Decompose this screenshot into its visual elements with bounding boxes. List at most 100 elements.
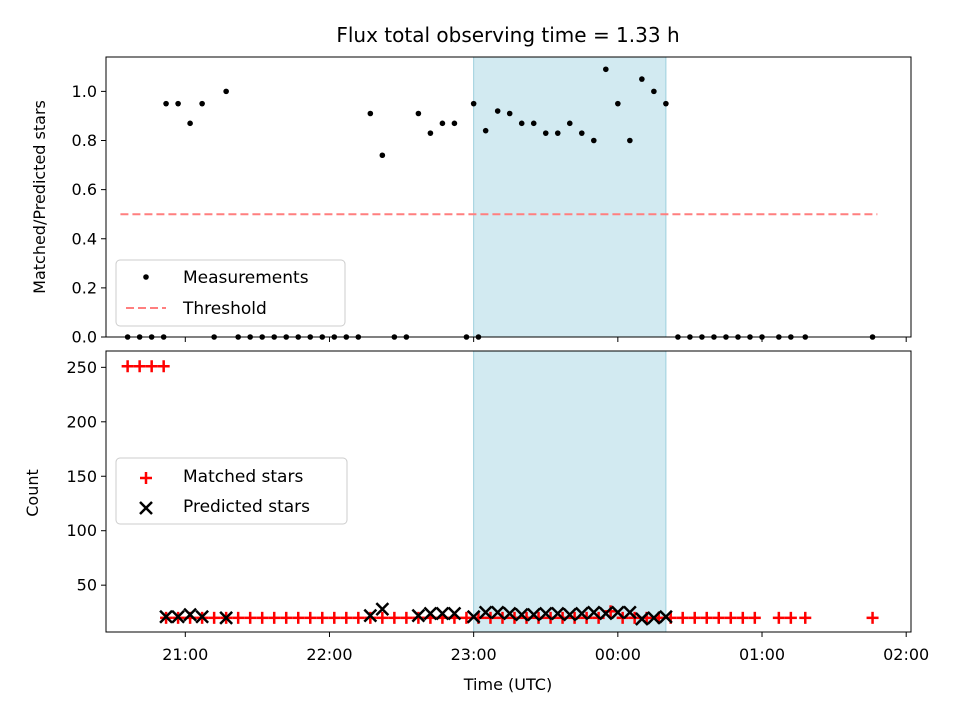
legend-matched-label: Matched stars: [183, 467, 303, 487]
predicted-star-marker: [586, 605, 601, 620]
matched-star-marker: [145, 360, 158, 373]
matched-star-marker: [304, 611, 317, 624]
bottom-panel: 50 100 150 200 250 21:00 22:00 23:00 00:00 01:00…: [23, 350, 929, 694]
top-ytick-label: 0.8: [72, 131, 97, 150]
matched-star-marker: [688, 611, 701, 624]
matched-star-marker: [784, 611, 797, 624]
measurement-point: [187, 120, 193, 127]
legend-measurements-marker: [143, 274, 149, 280]
matched-star-marker: [460, 611, 473, 624]
measurement-point: [518, 120, 525, 127]
measurement-point: [651, 88, 657, 95]
measurement-point: [615, 100, 621, 107]
measurement-point: [603, 66, 609, 73]
predicted-star-marker: [411, 608, 426, 623]
predicted-star-marker: [526, 607, 541, 622]
measurement-point: [663, 100, 669, 107]
measurement-point: [494, 108, 501, 114]
measurement-point: [379, 152, 386, 159]
measurement-point: [367, 110, 374, 117]
matched-star-marker: [772, 611, 785, 624]
top-panel-shade: [473, 56, 667, 338]
top-ytick-label: 1.0: [72, 82, 97, 101]
matched-star-marker: [328, 611, 341, 624]
bottom-ytick-label: 50: [77, 576, 97, 595]
bottom-ytick-label: 150: [66, 467, 97, 486]
matched-star-marker: [352, 611, 365, 624]
legend-predicted-marker: [139, 501, 153, 515]
predicted-star-marker: [435, 606, 450, 621]
measurement-point: [451, 120, 458, 127]
measurement-point: [482, 127, 489, 134]
matched-star-marker: [292, 611, 305, 624]
predicted-star-marker: [423, 606, 438, 621]
predicted-star-marker: [514, 607, 529, 622]
matched-star-marker: [712, 611, 725, 624]
legend-measurements-label: Measurements: [183, 268, 309, 288]
top-ytick-label: 0.2: [72, 278, 97, 297]
measurement-point: [530, 120, 537, 127]
measurement-point: [470, 100, 477, 107]
matched-star-marker: [748, 611, 761, 624]
predicted-star-marker: [478, 605, 493, 620]
measurement-point: [506, 110, 513, 117]
predicted-star-marker: [183, 607, 197, 622]
bottom-ytick-label: 250: [66, 358, 97, 377]
matched-star-marker: [256, 611, 269, 624]
measurement-point: [175, 100, 181, 107]
xtick-label: 00:00: [595, 645, 641, 664]
matched-star-marker: [280, 611, 293, 624]
predicted-star-marker: [159, 609, 173, 624]
predicted-star-marker: [598, 606, 613, 621]
matched-star-marker: [736, 611, 749, 624]
bottom-ytick-label: 100: [66, 521, 97, 540]
matched-star-marker: [400, 611, 413, 624]
top-ytick-label: 0.0: [72, 328, 97, 347]
predicted-star-marker: [574, 606, 589, 621]
predicted-star-marker: [622, 605, 637, 620]
matched-star-marker: [121, 360, 134, 373]
matched-star-marker: [340, 611, 353, 624]
top-ytick-label: 0.4: [72, 229, 97, 248]
predicted-star-marker: [646, 610, 661, 625]
xtick-label: 02:00: [883, 645, 929, 664]
matched-star-marker: [724, 611, 737, 624]
xtick-label: 01:00: [739, 645, 785, 664]
chart-title: Flux total observing time = 1.33 h: [336, 23, 679, 47]
top-legend-box: [115, 259, 346, 327]
matched-star-marker: [376, 611, 389, 624]
measurement-point: [554, 130, 561, 136]
bottom-legend-box: [115, 457, 348, 525]
top-ytick-label: 0.6: [72, 180, 97, 199]
x-axis-label: Time (UTC): [463, 675, 552, 694]
matched-star-marker: [316, 611, 329, 624]
predicted-star-marker: [634, 612, 649, 626]
matched-star-marker: [268, 611, 281, 624]
matched-star-marker: [232, 611, 245, 624]
top-panel: 0.0 0.2 0.4 0.6 0.8 1.0 Matched/Predicted sta…: [30, 56, 912, 347]
measurement-point: [163, 100, 169, 107]
xtick-label: 23:00: [451, 645, 497, 664]
bottom-panel-frame: [105, 350, 912, 633]
matched-star-marker: [799, 611, 812, 624]
matched-star-marker: [208, 611, 221, 624]
legend-threshold-label: Threshold: [182, 299, 267, 319]
matched-star-marker: [412, 611, 425, 624]
matched-star-marker: [866, 611, 879, 624]
matched-star-marker: [676, 611, 689, 624]
predicted-star-marker: [195, 609, 210, 624]
matched-star-marker: [133, 360, 146, 373]
bottom-ytick-label: 200: [66, 412, 97, 431]
predicted-star-marker: [659, 609, 673, 624]
measurement-point: [439, 120, 446, 127]
measurement-point: [627, 137, 633, 144]
predicted-star-marker: [502, 606, 517, 621]
predicted-star-marker: [219, 610, 234, 625]
predicted-star-marker: [171, 609, 185, 624]
predicted-star-marker: [538, 606, 553, 621]
xtick-label: 22:00: [306, 645, 352, 664]
matched-star-marker: [157, 360, 170, 373]
predicted-star-marker: [550, 606, 565, 621]
measurement-point: [427, 130, 434, 136]
